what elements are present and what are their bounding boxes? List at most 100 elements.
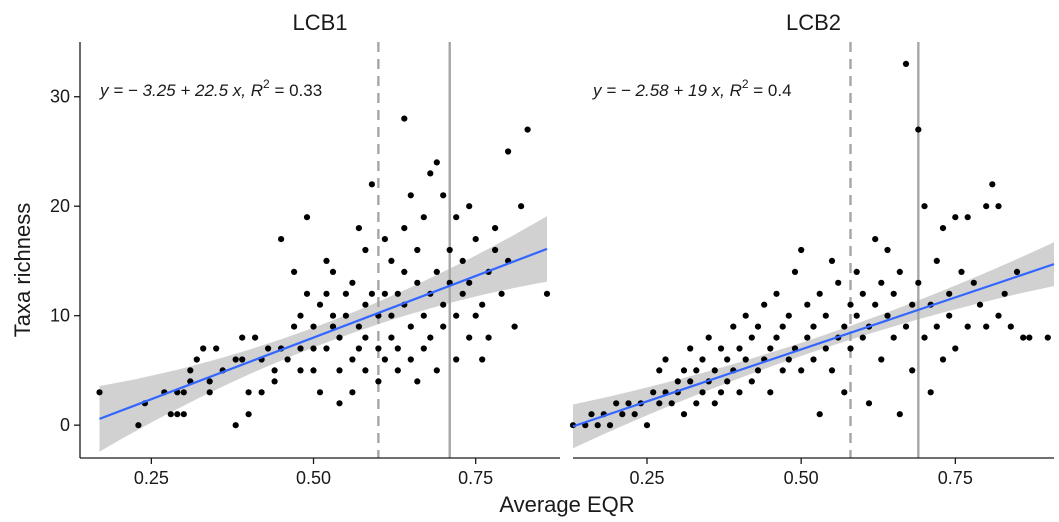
- data-point: [498, 290, 505, 297]
- y-tick-label: 10: [50, 306, 70, 326]
- data-point: [187, 367, 194, 374]
- data-point: [724, 356, 731, 363]
- data-point: [909, 301, 916, 308]
- data-point: [693, 367, 700, 374]
- data-point: [656, 400, 663, 407]
- data-point: [896, 411, 903, 418]
- data-point: [748, 378, 755, 385]
- data-point: [336, 367, 343, 374]
- data-point: [297, 367, 304, 374]
- data-point: [890, 334, 897, 341]
- data-point: [265, 345, 272, 352]
- data-point: [896, 268, 903, 275]
- data-point: [368, 290, 375, 297]
- data-point: [643, 422, 651, 429]
- data-point: [705, 334, 712, 341]
- data-point: [524, 126, 531, 133]
- data-point: [355, 225, 362, 232]
- data-point: [952, 214, 959, 221]
- data-point: [245, 411, 252, 418]
- data-point: [323, 345, 330, 352]
- data-point: [946, 290, 953, 297]
- data-point: [736, 389, 743, 396]
- data-point: [349, 279, 356, 286]
- data-point: [767, 389, 774, 396]
- data-point: [291, 268, 298, 275]
- y-axis-title: Taxa richness: [10, 203, 35, 338]
- data-point: [362, 367, 369, 374]
- data-point: [773, 290, 780, 297]
- data-point: [933, 257, 940, 264]
- data-point: [804, 301, 811, 308]
- data-point: [479, 356, 486, 363]
- data-point: [828, 367, 836, 374]
- data-point: [96, 389, 103, 396]
- data-point: [853, 312, 860, 319]
- data-point: [336, 400, 343, 407]
- data-point: [440, 301, 447, 308]
- data-point: [394, 367, 401, 374]
- data-point: [662, 356, 669, 363]
- data-point: [970, 279, 977, 286]
- data-point: [414, 246, 421, 254]
- data-point: [1013, 268, 1021, 275]
- data-point: [619, 411, 626, 418]
- data-point: [717, 389, 725, 396]
- data-point: [680, 411, 688, 418]
- data-point: [206, 389, 213, 396]
- data-point: [472, 236, 479, 243]
- data-point: [375, 378, 382, 385]
- data-point: [193, 356, 200, 363]
- data-point: [699, 356, 706, 363]
- data-point: [355, 323, 362, 330]
- data-point: [933, 323, 940, 330]
- data-point: [606, 422, 614, 429]
- data-point: [433, 367, 440, 374]
- data-point: [440, 192, 447, 199]
- regression-line: [99, 247, 548, 420]
- data-point: [284, 356, 291, 363]
- data-point: [401, 115, 408, 122]
- data-point: [381, 236, 388, 243]
- data-point: [232, 356, 239, 363]
- data-point: [724, 378, 731, 385]
- data-point: [841, 389, 848, 396]
- data-point: [180, 411, 187, 418]
- data-point: [878, 279, 885, 286]
- data-point: [310, 345, 317, 352]
- data-point: [742, 312, 749, 319]
- data-point: [407, 356, 414, 363]
- data-point: [804, 334, 811, 341]
- x-tick-label: 0.50: [784, 468, 819, 488]
- data-point: [909, 367, 916, 374]
- data-point: [983, 203, 990, 210]
- regression-equation: y = − 3.25 + 22.5 x, R2 = 0.33: [99, 77, 322, 100]
- data-point: [388, 334, 395, 341]
- data-point: [479, 301, 486, 308]
- data-point: [420, 345, 427, 352]
- data-point: [779, 323, 786, 330]
- data-point: [427, 334, 434, 341]
- data-point: [135, 422, 142, 429]
- data-point: [767, 345, 774, 352]
- data-point: [946, 312, 953, 319]
- data-point: [859, 334, 866, 341]
- data-point: [180, 389, 187, 396]
- data-point: [414, 378, 421, 385]
- data-point: [668, 400, 675, 407]
- data-point: [717, 345, 725, 352]
- data-point: [336, 334, 343, 341]
- data-point: [291, 323, 298, 330]
- data-point: [342, 312, 349, 319]
- data-point: [459, 257, 466, 264]
- data-point: [362, 334, 369, 341]
- data-point: [927, 389, 934, 396]
- data-point: [492, 225, 499, 232]
- data-point: [791, 268, 799, 275]
- data-point: [693, 400, 700, 407]
- data-point: [258, 389, 265, 396]
- data-point: [278, 236, 285, 243]
- data-point: [699, 389, 706, 396]
- data-point: [964, 323, 971, 330]
- data-point: [976, 301, 984, 308]
